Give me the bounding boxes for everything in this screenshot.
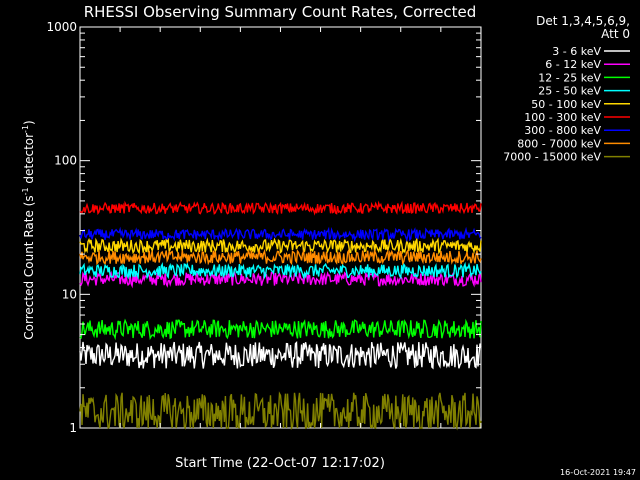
y-tick-label: 10: [62, 287, 77, 301]
series-4: [79, 261, 482, 280]
footer-timestamp: 16-Oct-2021 19:47: [560, 468, 636, 477]
x-axis: 12:3012:4513:0013:1513:3013:45: [79, 27, 482, 428]
series-5: [79, 236, 482, 255]
series-line: [79, 318, 482, 341]
series-line: [79, 248, 482, 266]
legend-label: 7000 - 15000 keV: [503, 151, 601, 164]
plot-area: N: [79, 26, 482, 431]
series-7: [79, 226, 482, 243]
series-line: [79, 200, 482, 216]
series-3: [79, 318, 482, 341]
series-line: [79, 236, 482, 255]
series-9: [79, 391, 482, 431]
series-line: [79, 391, 482, 431]
y-tick-label: 1: [69, 421, 77, 435]
series-2: [79, 270, 482, 289]
legend-label: 3 - 6 keV: [552, 45, 601, 58]
plot-frame: [79, 26, 482, 429]
chart-title: RHESSI Observing Summary Count Rates, Co…: [84, 3, 477, 21]
series-line: [79, 270, 482, 289]
legend-label: 300 - 800 keV: [524, 124, 601, 137]
legend-label: 25 - 50 keV: [538, 85, 601, 98]
legend-header-1: Det 1,3,4,5,6,9,: [536, 14, 630, 28]
y-tick-label: 100: [54, 154, 77, 168]
series-line: [79, 340, 482, 370]
series-line: [79, 226, 482, 243]
series-6: [79, 200, 482, 216]
x-axis-label: Start Time (22-Oct-07 12:17:02): [175, 456, 385, 471]
legend-header-2: Att 0: [601, 27, 630, 41]
y-axis: 1 10 100 1000: [46, 20, 481, 435]
legend-label: 12 - 25 keV: [538, 71, 601, 84]
legend-label: 800 - 7000 keV: [517, 137, 601, 150]
legend-label: 6 - 12 keV: [545, 58, 601, 71]
y-axis-label: Corrected Count Rate (s-1 detector-1): [21, 120, 36, 339]
y-tick-label: 1000: [46, 20, 77, 34]
series-1: [79, 340, 482, 370]
series-8: [79, 248, 482, 266]
legend-label: 100 - 300 keV: [524, 111, 601, 124]
series-line: [79, 261, 482, 280]
legend-label: 50 - 100 keV: [531, 98, 601, 111]
